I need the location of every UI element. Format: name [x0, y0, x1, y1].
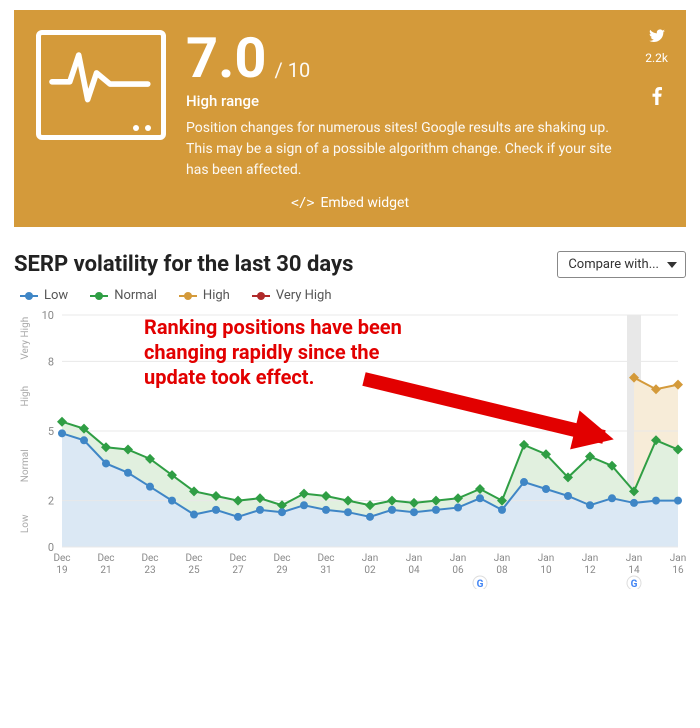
svg-text:Normal: Normal [20, 449, 31, 482]
svg-text:31: 31 [320, 565, 331, 576]
legend-item-high[interactable]: High [179, 288, 230, 303]
svg-text:5: 5 [48, 425, 54, 438]
svg-text:Jan: Jan [450, 553, 466, 564]
svg-text:Jan: Jan [362, 553, 378, 564]
svg-text:High: High [20, 386, 31, 407]
svg-text:Jan: Jan [406, 553, 422, 564]
svg-text:Low: Low [20, 514, 31, 533]
legend-item-normal[interactable]: Normal [90, 288, 157, 303]
range-label: High range [186, 92, 664, 110]
svg-text:8: 8 [48, 355, 54, 368]
svg-text:19: 19 [56, 565, 67, 576]
sensor-hero-panel: 7.0 / 10 High range Position changes for… [14, 10, 686, 227]
volatility-score: 7.0 [186, 30, 267, 86]
svg-text:04: 04 [408, 565, 420, 576]
twitter-icon[interactable] [645, 28, 668, 47]
svg-text:02: 02 [364, 565, 376, 576]
chart-title: SERP volatility for the last 30 days [14, 252, 353, 277]
compare-label: Compare with... [568, 257, 659, 272]
svg-text:Jan: Jan [626, 553, 642, 564]
svg-text:08: 08 [496, 565, 508, 576]
hero-social: 2.2k [645, 28, 668, 109]
svg-text:14: 14 [628, 565, 640, 576]
svg-text:10: 10 [540, 565, 552, 576]
hero-top-row: 7.0 / 10 High range Position changes for… [36, 30, 664, 181]
hero-body: 7.0 / 10 High range Position changes for… [186, 30, 664, 181]
volatility-score-max: / 10 [275, 58, 311, 82]
svg-text:Jan: Jan [538, 553, 554, 564]
svg-text:23: 23 [144, 565, 155, 576]
twitter-count: 2.2k [645, 51, 668, 65]
svg-text:Jan: Jan [582, 553, 598, 564]
chart-section: SERP volatility for the last 30 days Com… [0, 227, 700, 597]
svg-text:G: G [631, 579, 638, 589]
svg-text:2: 2 [48, 495, 54, 508]
chart-area: 025810LowNormalHighVery HighDec19Dec21De… [14, 309, 686, 589]
embed-label: Embed widget [320, 195, 409, 211]
svg-text:Dec: Dec [97, 553, 114, 564]
facebook-icon[interactable] [645, 87, 668, 109]
svg-text:21: 21 [100, 565, 111, 576]
svg-text:10: 10 [42, 309, 54, 322]
annotation-text: Ranking positions have been changing rap… [144, 315, 444, 390]
svg-text:Very High: Very High [20, 317, 31, 360]
svg-text:Jan: Jan [494, 553, 510, 564]
svg-text:Jan: Jan [670, 553, 686, 564]
svg-text:Dec: Dec [185, 553, 202, 564]
svg-text:Dec: Dec [317, 553, 334, 564]
code-icon: </> [291, 196, 314, 211]
svg-text:27: 27 [232, 565, 244, 576]
hero-description: Position changes for numerous sites! Goo… [186, 118, 616, 181]
svg-text:16: 16 [672, 565, 684, 576]
volatility-monitor-icon [36, 30, 166, 140]
svg-text:25: 25 [188, 565, 200, 576]
svg-text:12: 12 [584, 565, 596, 576]
svg-text:06: 06 [452, 565, 464, 576]
svg-text:Dec: Dec [273, 553, 290, 564]
svg-text:Dec: Dec [229, 553, 246, 564]
svg-text:29: 29 [276, 565, 287, 576]
svg-text:Dec: Dec [141, 553, 158, 564]
legend-item-veryhigh[interactable]: Very High [252, 288, 332, 303]
svg-text:G: G [477, 579, 484, 589]
compare-dropdown[interactable]: Compare with... [557, 251, 686, 278]
embed-widget-button[interactable]: </> Embed widget [36, 181, 664, 215]
legend-item-low[interactable]: Low [20, 288, 68, 303]
legend: Low Normal High Very High [20, 288, 686, 303]
svg-text:Dec: Dec [53, 553, 70, 564]
